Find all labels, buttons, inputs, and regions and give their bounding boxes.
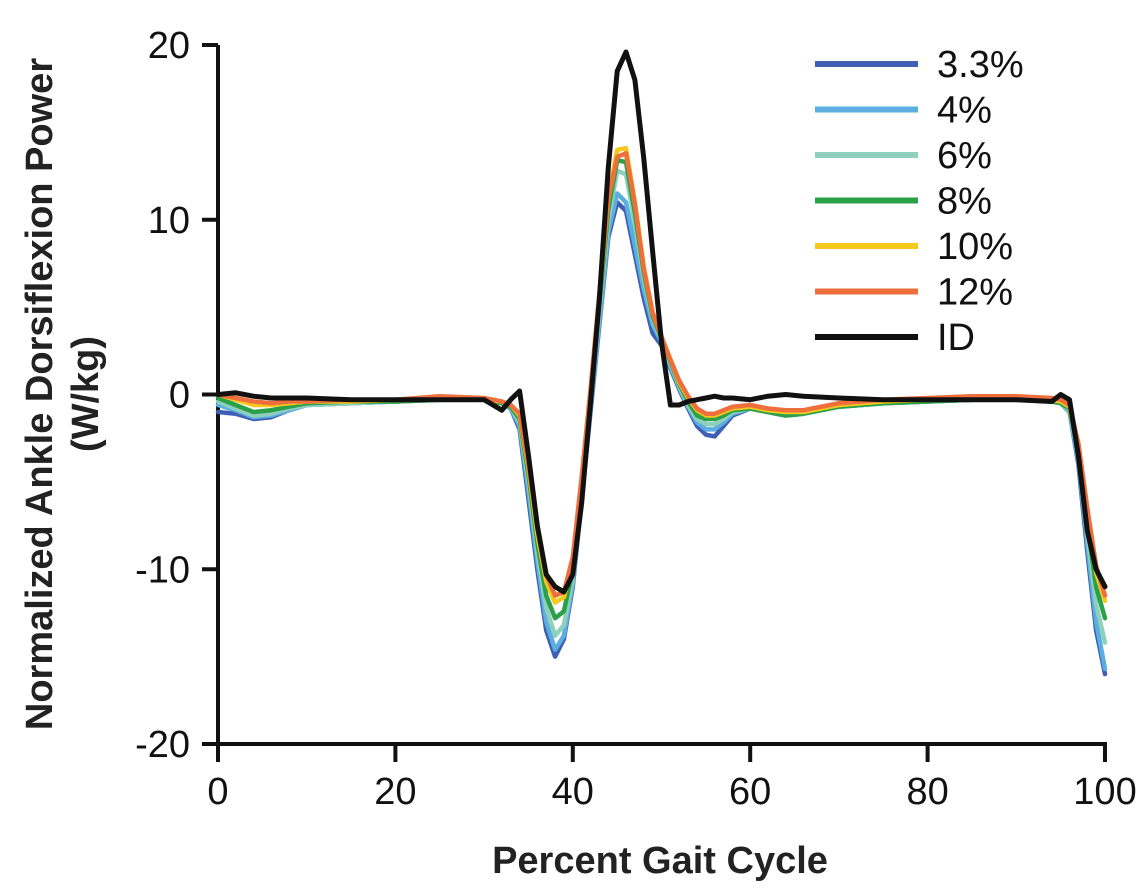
y-tick-label: -20 [135, 724, 190, 766]
legend-label: 8% [937, 181, 992, 223]
y-tick-label: 10 [148, 200, 190, 242]
axis-titles: Percent Gait Cycle Normalized Ankle Dors… [19, 58, 828, 882]
legend: 3.3%4%6%8%10%12%ID [815, 44, 1024, 359]
series-line-6 [215, 49, 1108, 595]
legend-label: 4% [937, 90, 992, 132]
y-axis-title-line1: Normalized Ankle Dorsiflexion Power [19, 58, 61, 730]
x-tick-label: 0 [207, 771, 228, 813]
legend-label: ID [937, 317, 975, 359]
legend-label: 3.3% [937, 44, 1024, 86]
legend-label: 10% [937, 226, 1013, 268]
x-tick-label: 60 [729, 771, 771, 813]
x-tick-label: 100 [1073, 771, 1136, 813]
y-tick-label: 0 [169, 375, 190, 417]
legend-label: 6% [937, 135, 992, 177]
series-lines [215, 49, 1108, 677]
legend-label: 12% [937, 272, 1013, 314]
y-axis-title-line2: (W/kg) [65, 336, 107, 452]
x-axis-title: Percent Gait Cycle [492, 840, 828, 882]
x-tick-label: 40 [552, 771, 594, 813]
x-tick-label: 20 [374, 771, 416, 813]
y-tick-label: -10 [135, 549, 190, 591]
y-tick-label: 20 [148, 25, 190, 67]
x-tick-label: 80 [906, 771, 948, 813]
